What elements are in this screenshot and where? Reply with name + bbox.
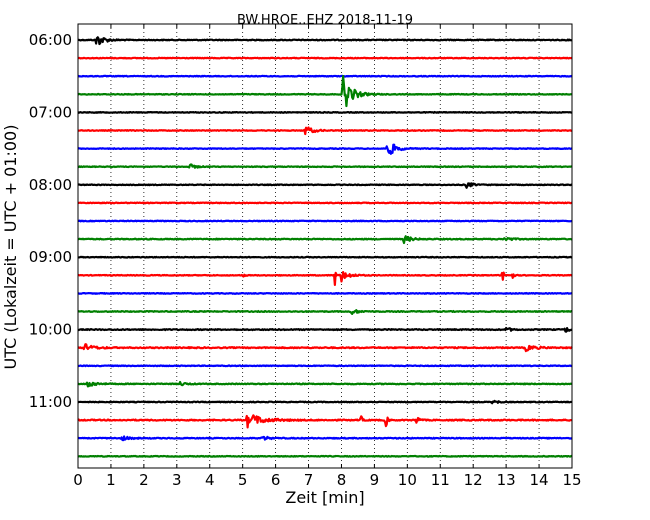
trace-line bbox=[77, 36, 573, 46]
trace-line bbox=[77, 182, 573, 189]
x-axis-ticks: 0 1 2 3 4 5 6 7 8 9 10 11 12 13 14 15 bbox=[73, 24, 582, 489]
x-tick-label: 7 bbox=[304, 471, 314, 489]
trace-line bbox=[77, 110, 573, 114]
traces bbox=[77, 36, 573, 458]
y-tick-label: 09:00 bbox=[29, 248, 72, 266]
y-tick-label: 11:00 bbox=[29, 393, 72, 411]
x-tick-label: 12 bbox=[464, 471, 483, 489]
y-tick-label: 06:00 bbox=[29, 31, 72, 49]
x-tick-label: 0 bbox=[73, 471, 83, 489]
x-tick-label: 6 bbox=[271, 471, 281, 489]
y-tick-label: 07:00 bbox=[29, 103, 72, 121]
x-tick-label: 8 bbox=[337, 471, 347, 489]
trace-line bbox=[77, 309, 573, 315]
trace-line bbox=[77, 56, 573, 60]
x-tick-label: 9 bbox=[370, 471, 380, 489]
trace-line bbox=[77, 163, 573, 169]
trace-line bbox=[77, 435, 573, 442]
x-tick-label: 13 bbox=[497, 471, 516, 489]
trace-line bbox=[77, 414, 573, 429]
trace-line bbox=[77, 255, 573, 259]
y-tick-label: 10:00 bbox=[29, 321, 72, 339]
trace-line bbox=[77, 219, 573, 223]
trace-line bbox=[77, 235, 573, 245]
trace-line bbox=[77, 364, 573, 368]
y-axis-label: UTC (Lokalzeit = UTC + 01:00) bbox=[1, 125, 20, 370]
trace-line bbox=[77, 380, 573, 388]
trace-line bbox=[77, 326, 573, 333]
x-tick-label: 10 bbox=[398, 471, 417, 489]
x-axis-label: Zeit [min] bbox=[285, 488, 364, 507]
trace-line bbox=[77, 143, 573, 155]
x-tick-label: 2 bbox=[139, 471, 149, 489]
plot-frame bbox=[77, 23, 573, 469]
y-axis-ticks: 06:00 07:00 08:00 09:00 10:00 11:00 bbox=[29, 31, 572, 411]
trace-line bbox=[77, 74, 573, 78]
chart-title: BW.HROE..EHZ 2018-11-19 bbox=[237, 13, 413, 28]
x-tick-label: 15 bbox=[562, 471, 581, 489]
trace-line bbox=[77, 291, 573, 295]
x-tick-label: 3 bbox=[172, 471, 182, 489]
x-tick-label: 4 bbox=[205, 471, 215, 489]
trace-line bbox=[77, 74, 573, 108]
x-tick-label: 5 bbox=[238, 471, 248, 489]
x-tick-label: 1 bbox=[106, 471, 116, 489]
y-tick-label: 08:00 bbox=[29, 176, 72, 194]
trace-line bbox=[77, 454, 573, 458]
x-tick-label: 14 bbox=[530, 471, 549, 489]
x-tick-label: 11 bbox=[431, 471, 450, 489]
trace-line bbox=[77, 271, 573, 286]
trace-line bbox=[77, 201, 573, 205]
trace-line bbox=[77, 343, 573, 353]
trace-line bbox=[77, 399, 573, 405]
trace-line bbox=[77, 126, 573, 136]
